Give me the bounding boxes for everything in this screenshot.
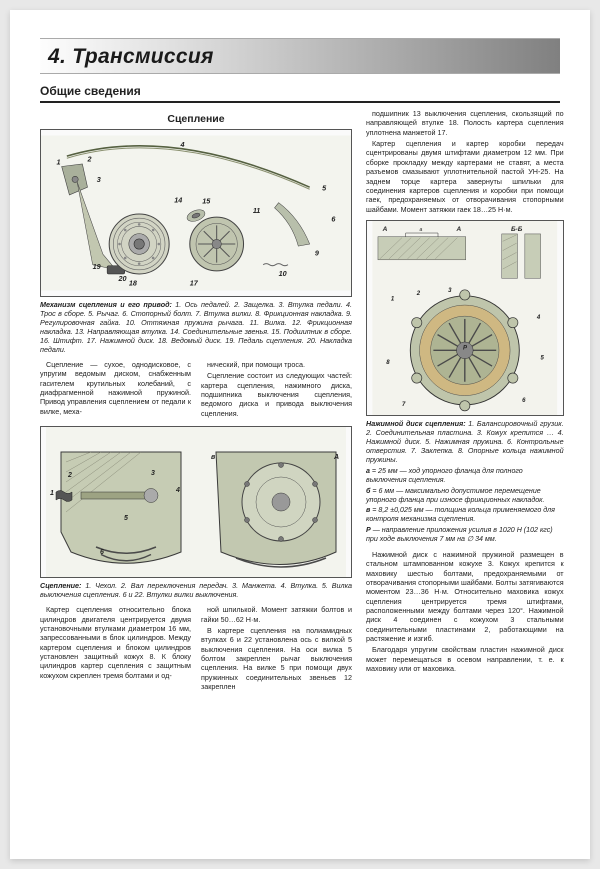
chapter-title: 4. Трансмиссия	[48, 45, 552, 69]
svg-text:A: A	[333, 454, 339, 461]
svg-text:4: 4	[180, 140, 185, 149]
right-bottom-text: Нажимной диск с нажимной пружиной размещ…	[366, 550, 564, 674]
svg-text:15: 15	[202, 197, 211, 206]
svg-text:Б-Б: Б-Б	[511, 226, 523, 233]
diagram-pressure-plate: A A Б-Б a	[366, 220, 564, 416]
diagram-clutch-mechanism: 123 456 910 111415 1718 1920	[40, 129, 352, 297]
svg-text:10: 10	[279, 269, 287, 278]
svg-text:2: 2	[67, 472, 72, 479]
diagram-clutch-housing: 123 456 вA	[40, 426, 352, 578]
paragraph: Сцепление состоит из следующих частей: к…	[201, 371, 352, 418]
paragraph: нический, при помощи троса.	[201, 360, 352, 369]
paragraph: Благодаря упругим свойствам пластин нажи…	[366, 645, 564, 673]
svg-text:2: 2	[416, 291, 421, 297]
chapter-name: Трансмиссия	[72, 45, 213, 68]
svg-text:3: 3	[151, 470, 155, 477]
caption-head: Механизм сцепления и его привод:	[40, 300, 172, 309]
paragraph: Картер сцепления и картер коробки переда…	[366, 139, 564, 214]
chapter-number: 4.	[48, 45, 66, 68]
paragraph: В картере сцепления на полиамидных втулк…	[201, 626, 352, 692]
svg-text:17: 17	[190, 278, 199, 287]
svg-text:1: 1	[57, 157, 61, 166]
svg-text:9: 9	[315, 248, 319, 257]
diagram-c-caption: Нажимной диск сцепления: 1. Балансировоч…	[366, 419, 564, 464]
svg-text:14: 14	[174, 196, 182, 205]
diagram-a-title: Сцепление	[40, 113, 352, 125]
left-column: Сцепление	[40, 109, 352, 693]
svg-text:A: A	[455, 226, 461, 233]
caption-body: 1. Чехол. 2. Вал переключения передач. 3…	[40, 581, 352, 599]
svg-text:18: 18	[129, 278, 137, 287]
right-column: подшипник 13 выключения сцепления, сколь…	[366, 109, 564, 693]
svg-text:20: 20	[118, 274, 127, 283]
paragraph: Сцепление — сухое, однодисковое, с упруг…	[40, 360, 191, 416]
svg-text:1: 1	[50, 490, 54, 497]
svg-text:11: 11	[253, 206, 261, 215]
paragraph: подшипник 13 выключения сцепления, сколь…	[366, 109, 564, 137]
text-row-1: Сцепление — сухое, однодисковое, с упруг…	[40, 360, 352, 420]
text-row-2: Картер сцепления относительно блока цили…	[40, 605, 352, 693]
chapter-banner: 4. Трансмиссия	[40, 38, 560, 74]
spec-item: P — направление приложения усилия в 1020…	[366, 526, 564, 544]
svg-text:4: 4	[536, 315, 541, 321]
right-top-text: подшипник 13 выключения сцепления, сколь…	[366, 109, 564, 214]
chapter-label: 4. Трансмиссия	[40, 38, 560, 74]
caption-body: 1. Ось педалей. 2. Защелка. 3. Втулка пе…	[40, 300, 352, 354]
svg-text:5: 5	[124, 515, 128, 522]
spec-item: a = 25 мм — ход упорного фланца для полн…	[366, 467, 564, 485]
main-columns: Сцепление	[40, 109, 560, 693]
paragraph: ной шпилькой. Момент затяжки болтов и га…	[201, 605, 352, 624]
svg-text:6: 6	[100, 549, 104, 556]
spec-list: a = 25 мм — ход упорного фланца для полн…	[366, 467, 564, 544]
paragraph: Нажимной диск с нажимной пружиной размещ…	[366, 550, 564, 644]
svg-text:19: 19	[93, 262, 101, 271]
spec-item: в = 8,2 ±0,025 мм — толщина кольца приме…	[366, 506, 564, 524]
svg-text:A: A	[382, 226, 388, 233]
diagram-a-caption: Механизм сцепления и его привод: 1. Ось …	[40, 300, 352, 354]
svg-text:2: 2	[87, 154, 92, 163]
manual-page: 4. Трансмиссия Общие сведения Сцепление	[10, 10, 590, 859]
paragraph: Картер сцепления относительно блока цили…	[40, 605, 191, 680]
section-title: Общие сведения	[40, 84, 560, 103]
caption-head: Нажимной диск сцепления:	[366, 419, 466, 428]
spec-item: б = 6 мм — максимально допустимое переме…	[366, 487, 564, 505]
diagram-b-caption: Сцепление: 1. Чехол. 2. Вал переключения…	[40, 581, 352, 599]
caption-head: Сцепление:	[40, 581, 81, 590]
svg-text:a: a	[420, 227, 423, 233]
svg-text:3: 3	[97, 175, 101, 184]
svg-text:4: 4	[175, 487, 180, 494]
